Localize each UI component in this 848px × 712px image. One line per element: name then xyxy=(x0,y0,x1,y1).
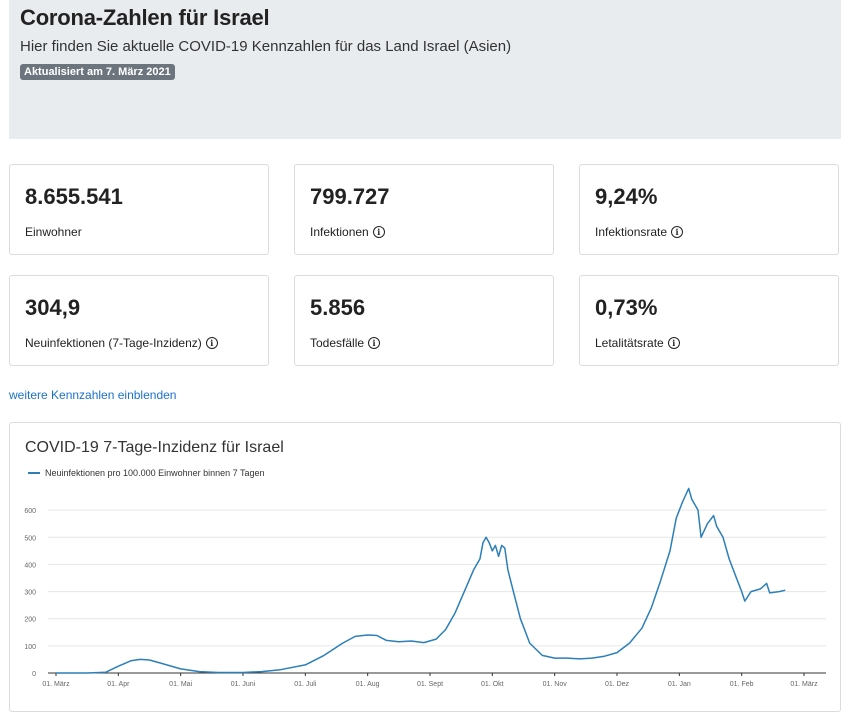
stat-label-wrapper: Einwohner xyxy=(25,225,82,239)
stat-label-wrapper: Infektionen i xyxy=(310,225,385,239)
info-icon[interactable]: i xyxy=(205,337,218,349)
x-tick-label: 01. Dez xyxy=(605,681,630,688)
legend-swatch xyxy=(28,472,40,474)
incidence-chart-card: COVID-19 7-Tage-Inzidenz für Israel Neui… xyxy=(9,422,841,712)
stat-card-deaths: 5.856 Todesfälle i xyxy=(294,275,554,366)
stat-label: Einwohner xyxy=(25,225,82,239)
y-tick-label: 300 xyxy=(24,590,36,597)
updated-badge: Aktualisiert am 7. März 2021 xyxy=(20,64,175,80)
stat-value: 799.727 xyxy=(310,184,390,209)
show-more-metrics-link[interactable]: weitere Kennzahlen einblenden xyxy=(9,388,177,402)
info-icon[interactable]: i xyxy=(667,337,680,349)
info-icon[interactable]: i xyxy=(368,337,381,349)
stat-card-infections: 799.727 Infektionen i xyxy=(294,164,554,255)
x-tick-label: 01. Aug xyxy=(356,681,380,688)
y-tick-label: 0 xyxy=(32,671,36,678)
stat-card-incidence: 304,9 Neuinfektionen (7-Tage-Inzidenz) i xyxy=(9,275,269,366)
y-tick-label: 500 xyxy=(24,535,36,542)
stat-label-wrapper: Letalitätsrate i xyxy=(595,336,680,350)
y-tick-label: 600 xyxy=(24,508,36,515)
y-tick-label: 400 xyxy=(24,562,36,569)
stat-label: Todesfälle xyxy=(310,336,365,350)
stat-label-wrapper: Todesfälle i xyxy=(310,336,381,350)
x-tick-label: 01. Juni xyxy=(231,681,256,688)
x-tick-label: 01. Okt xyxy=(481,681,504,688)
stat-value: 8.655.541 xyxy=(25,184,123,209)
stat-label: Letalitätsrate xyxy=(595,336,664,350)
x-tick-label: 01. Mai xyxy=(169,681,192,688)
stat-value: 304,9 xyxy=(25,295,81,320)
info-icon[interactable]: i xyxy=(372,226,385,238)
stat-label-wrapper: Infektionsrate i xyxy=(595,225,684,239)
stat-card-population: 8.655.541 Einwohner xyxy=(9,164,269,255)
x-tick-label: 01. Feb xyxy=(730,681,754,688)
stat-label: Infektionsrate xyxy=(595,225,668,239)
page-title: Corona-Zahlen für Israel xyxy=(20,5,270,30)
info-icon[interactable]: i xyxy=(671,226,684,238)
series-line xyxy=(56,487,786,674)
x-tick-label: 01. Nov xyxy=(543,681,568,688)
stat-label-wrapper: Neuinfektionen (7-Tage-Inzidenz) i xyxy=(25,336,218,350)
x-tick-label: 01. Jan xyxy=(668,681,691,688)
y-tick-label: 100 xyxy=(24,644,36,651)
x-tick-label: 01. März xyxy=(790,681,818,688)
chart-title: COVID-19 7-Tage-Inzidenz für Israel xyxy=(25,439,284,456)
legend-label: Neuinfektionen pro 100.000 Einwohner bin… xyxy=(45,468,265,478)
stat-value: 0,73% xyxy=(595,295,658,320)
x-tick-label: 01. Apr xyxy=(107,681,130,688)
stat-value: 5.856 xyxy=(310,295,366,320)
stat-label: Infektionen xyxy=(310,225,369,239)
stat-value: 9,24% xyxy=(595,184,658,209)
stat-card-infection-rate: 9,24% Infektionsrate i xyxy=(579,164,839,255)
x-tick-label: 01. März xyxy=(42,681,70,688)
chart-legend[interactable]: Neuinfektionen pro 100.000 Einwohner bin… xyxy=(28,468,265,478)
stat-card-lethality: 0,73% Letalitätsrate i xyxy=(579,275,839,366)
x-tick-label: 01. Sept xyxy=(417,681,443,688)
page-header: Corona-Zahlen für Israel Hier finden Sie… xyxy=(9,0,841,139)
x-tick-label: 01. Juli xyxy=(294,681,317,688)
incidence-line-chart: 0 100 200 300 400 500 600 01. März 01. Apr 01. Ma… xyxy=(24,487,826,688)
page-subtitle: Hier finden Sie aktuelle COVID-19 Kennza… xyxy=(20,38,512,55)
y-tick-label: 200 xyxy=(24,617,36,624)
stat-label: Neuinfektionen (7-Tage-Inzidenz) xyxy=(25,336,202,350)
